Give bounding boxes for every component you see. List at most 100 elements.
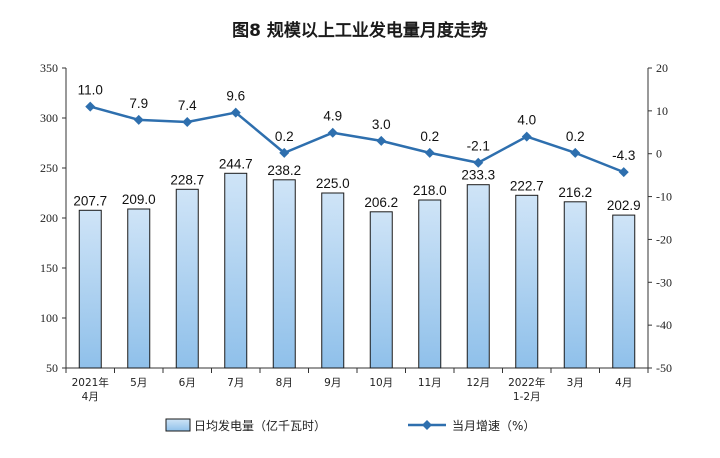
bar <box>272 179 296 369</box>
bar <box>127 208 151 369</box>
x-tick-label: 3月 <box>567 377 584 389</box>
y-right-tick-label: -20 <box>656 232 672 246</box>
line-point <box>618 167 629 178</box>
line-value-label: 0.2 <box>566 129 585 144</box>
line-point <box>133 114 144 125</box>
bar-value-label: 238.2 <box>267 163 301 178</box>
bar-value-label: 206.2 <box>364 195 398 210</box>
y-left-tick-label: 50 <box>46 361 58 375</box>
x-tick-label: 6月 <box>179 377 196 389</box>
axes: 50 100 150 200 250 300 350 -50 -40 -30 -20 -10 0 10 20… <box>40 61 672 403</box>
line-value-label: 3.0 <box>372 117 391 132</box>
line-path <box>89 105 625 174</box>
line-series: 11.0 7.9 7.4 9.6 0.2 4.9 3.0 0.2 -2.1 4.0 0.2 -4.3 <box>78 83 635 178</box>
line-point <box>230 107 241 118</box>
y-left-tick-label: 350 <box>40 61 58 75</box>
line-point <box>473 157 484 168</box>
line-point <box>85 101 96 112</box>
line-value-label: 7.9 <box>129 96 148 111</box>
line-point <box>570 147 581 158</box>
chart-title: 图8 规模以上工业发电量月度走势 <box>232 20 488 41</box>
x-tick-label-line: 6月 <box>179 377 196 389</box>
line-value-label: 4.9 <box>323 109 342 124</box>
y-left-tick-label: 100 <box>40 311 58 325</box>
x-tick-label-line: 3月 <box>567 377 584 389</box>
bar <box>78 209 102 369</box>
line-value-label: 4.0 <box>517 113 536 128</box>
line-point <box>279 147 290 158</box>
x-tick-label-line: 4月 <box>82 391 99 403</box>
y-left-tick-label: 300 <box>40 111 58 125</box>
y-right-tick-label: -50 <box>656 361 672 375</box>
bar <box>418 199 442 369</box>
x-tick-label: 12月 <box>466 377 490 389</box>
legend-bar-label: 日均发电量（亿千瓦时） <box>194 418 326 433</box>
legend: 日均发电量（亿千瓦时） 当月增速（%） <box>165 418 535 433</box>
x-tick-label-line: 7月 <box>227 377 244 389</box>
bar <box>466 184 490 369</box>
line-point <box>327 127 338 138</box>
x-tick-label-line: 8月 <box>276 377 293 389</box>
x-tick-label: 10月 <box>369 377 393 389</box>
bar <box>224 172 248 369</box>
bar-value-label: 207.7 <box>73 193 107 208</box>
bar-value-label: 209.0 <box>122 192 156 207</box>
x-tick-label-line: 9月 <box>324 377 341 389</box>
y-right-tick-label: -10 <box>656 190 672 204</box>
line-point <box>182 117 193 127</box>
x-tick-label: 11月 <box>418 377 442 389</box>
x-tick-label-line: 12月 <box>466 377 490 389</box>
x-tick-label-line: 11月 <box>418 377 442 389</box>
line-point <box>424 147 435 158</box>
bar-value-label: 225.0 <box>316 176 350 191</box>
legend-line-marker <box>422 420 432 430</box>
bar-value-label: 222.7 <box>510 178 544 193</box>
x-tick-label-line: 2022年 <box>508 376 545 389</box>
x-tick-label-line: 2021年 <box>72 376 109 389</box>
line-point <box>376 135 387 146</box>
line-value-label: 11.0 <box>78 83 103 98</box>
line-value-label: 0.2 <box>420 129 439 144</box>
line-value-label: -2.1 <box>467 139 490 154</box>
bar-series: 207.7 209.0 228.7 244.7 238.2 225.0 206.2 218.0… <box>73 156 641 369</box>
y-right-tick-label: -30 <box>656 275 672 289</box>
bar-value-label: 218.0 <box>413 183 447 198</box>
bar-value-label: 233.3 <box>461 168 495 183</box>
bar <box>369 211 393 369</box>
y-right-tick-label: 20 <box>656 61 668 75</box>
x-tick-label-line: 10月 <box>369 377 393 389</box>
x-tick-label-line: 5月 <box>130 377 147 389</box>
bar <box>563 201 587 369</box>
x-tick-label-line: 4月 <box>615 377 632 389</box>
bar <box>321 192 345 369</box>
x-tick-label: 9月 <box>324 377 341 389</box>
line-value-label: -4.3 <box>612 148 635 163</box>
bar-value-label: 202.9 <box>607 198 641 213</box>
legend-bar-swatch <box>165 418 191 432</box>
x-tick-label: 4月 <box>615 377 632 389</box>
bar-value-label: 216.2 <box>558 185 592 200</box>
x-tick-label: 8月 <box>276 377 293 389</box>
legend-line-label: 当月增速（%） <box>452 419 535 433</box>
line-point <box>521 131 532 142</box>
bar <box>612 214 636 369</box>
y-right-tick-label: -40 <box>656 318 672 332</box>
y-right-tick-label: 0 <box>656 147 662 161</box>
y-left-tick-label: 200 <box>40 211 58 225</box>
y-left-tick-label: 250 <box>40 161 58 175</box>
y-left-tick-label: 150 <box>40 261 58 275</box>
x-tick-label: 2022年 1-2月 <box>508 376 545 403</box>
bar <box>515 194 539 369</box>
bar <box>175 188 199 369</box>
line-value-label: 7.4 <box>178 98 197 113</box>
bar-value-label: 228.7 <box>170 172 204 187</box>
x-tick-label: 5月 <box>130 377 147 389</box>
line-value-label: 0.2 <box>275 129 294 144</box>
x-tick-label-line: 1-2月 <box>513 391 541 403</box>
y-right-tick-label: 10 <box>656 104 668 118</box>
bar-value-label: 244.7 <box>219 156 253 171</box>
x-tick-label: 2021年 4月 <box>72 376 109 403</box>
line-value-label: 9.6 <box>226 89 245 104</box>
x-tick-label: 7月 <box>227 377 244 389</box>
